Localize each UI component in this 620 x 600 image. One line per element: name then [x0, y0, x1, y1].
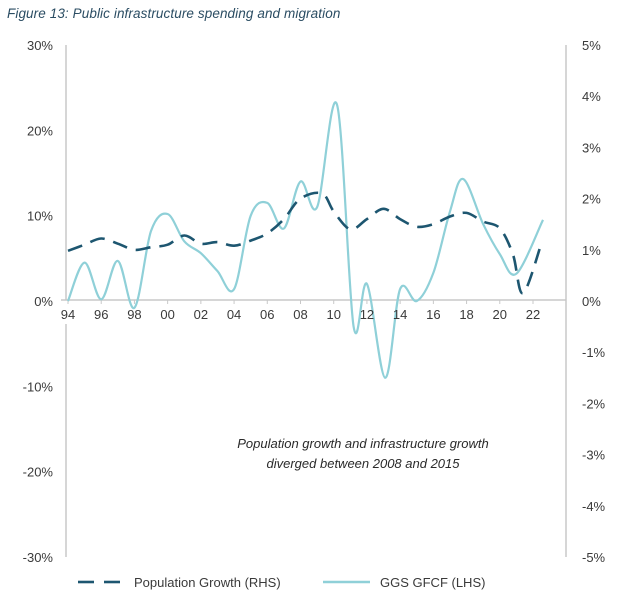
left-axis-tick-label: 10% — [27, 209, 53, 224]
x-axis-tick-label: 06 — [260, 307, 274, 322]
ggs-gfcf-line — [66, 101, 544, 379]
right-axis-tick-label: -2% — [582, 396, 606, 411]
right-axis-tick-label: -1% — [582, 345, 606, 360]
left-axis-tick-label: -10% — [23, 379, 54, 394]
x-axis-tick-label: 18 — [459, 307, 473, 322]
x-axis-tick-label: 96 — [94, 307, 108, 322]
x-axis-tick-label: 12 — [360, 307, 374, 322]
x-axis-tick-label: 16 — [426, 307, 440, 322]
right-axis-tick-label: 1% — [582, 243, 601, 258]
legend-population-label: Population Growth (RHS) — [134, 575, 281, 590]
x-axis-tick-label: 94 — [61, 307, 75, 322]
left-axis-tick-label: -30% — [23, 550, 54, 565]
x-axis-tick-label: 10 — [326, 307, 340, 322]
x-axis-tick-label: 04 — [227, 307, 241, 322]
x-axis-tick-label: 08 — [293, 307, 307, 322]
left-axis-tick-label: 0% — [34, 294, 53, 309]
legend-gfcf-label: GGS GFCF (LHS) — [380, 575, 485, 590]
x-axis-tick-label: 20 — [493, 307, 507, 322]
population-growth-line — [67, 191, 543, 295]
left-axis-tick-label: 30% — [27, 38, 53, 53]
right-axis-tick-label: 4% — [582, 89, 601, 104]
annotation-line-2: diverged between 2008 and 2015 — [267, 456, 461, 471]
right-axis-tick-label: 0% — [582, 294, 601, 309]
x-axis-tick-label: 14 — [393, 307, 407, 322]
chart-title: Figure 13: Public infrastructure spendin… — [7, 6, 341, 21]
right-axis-tick-label: 2% — [582, 192, 601, 207]
x-axis-tick-label: 98 — [127, 307, 141, 322]
right-axis-tick-label: -4% — [582, 499, 606, 514]
right-axis-tick-label: -5% — [582, 550, 606, 565]
left-axis-tick-label: 20% — [27, 123, 53, 138]
right-axis-tick-label: 3% — [582, 140, 601, 155]
legend: Population Growth (RHS) GGS GFCF (LHS) — [78, 575, 485, 590]
right-axis-tick-label: 5% — [582, 38, 601, 53]
right-axis-tick-label: -3% — [582, 448, 606, 463]
left-axis-tick-label: -20% — [23, 465, 54, 480]
x-axis-tick-label: 22 — [526, 307, 540, 322]
x-axis-tick-label: 02 — [194, 307, 208, 322]
x-axis-tick-label: 00 — [160, 307, 174, 322]
annotation-line-1: Population growth and infrastructure gro… — [237, 436, 488, 451]
